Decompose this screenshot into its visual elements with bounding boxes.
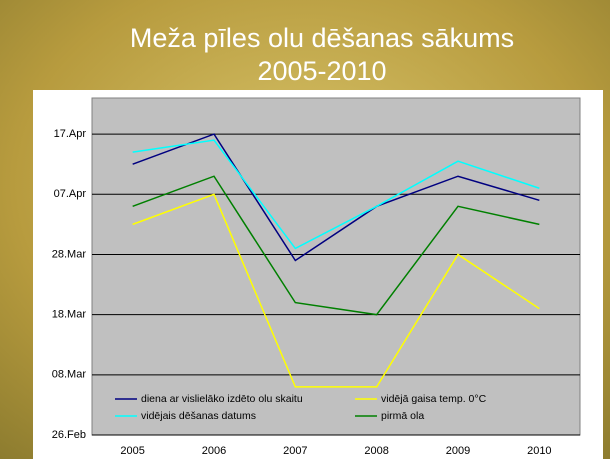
- y-tick-label: 07.Apr: [54, 188, 87, 200]
- legend-label: vidējā gaisa temp. 0°C: [381, 393, 487, 405]
- x-tick-label: 2010: [527, 445, 551, 457]
- x-tick-label: 2008: [364, 445, 388, 457]
- legend-label: diena ar vislielāko izdēto olu skaitu: [141, 393, 303, 405]
- slide: Meža pīles olu dēšanas sākums 2005-2010 …: [0, 0, 610, 459]
- plot-area: [92, 98, 580, 435]
- y-tick-label: 18.Mar: [52, 309, 87, 321]
- y-tick-label: 26.Feb: [52, 429, 86, 441]
- x-tick-label: 2006: [202, 445, 226, 457]
- slide-title: Meža pīles olu dēšanas sākums: [130, 23, 514, 53]
- y-tick-label: 08.Mar: [52, 369, 87, 381]
- x-tick-label: 2007: [283, 445, 307, 457]
- x-tick-label: 2009: [446, 445, 470, 457]
- legend-label: vidējais dēšanas datums: [141, 410, 256, 422]
- y-tick-label: 28.Mar: [52, 248, 87, 260]
- page: Meža pīles olu dēšanas sākums 2005-2010 …: [0, 0, 610, 459]
- x-tick-label: 2005: [120, 445, 144, 457]
- legend-label: pirmā ola: [381, 410, 424, 422]
- slide-subtitle: 2005-2010: [257, 56, 386, 86]
- y-tick-label: 17.Apr: [54, 128, 87, 140]
